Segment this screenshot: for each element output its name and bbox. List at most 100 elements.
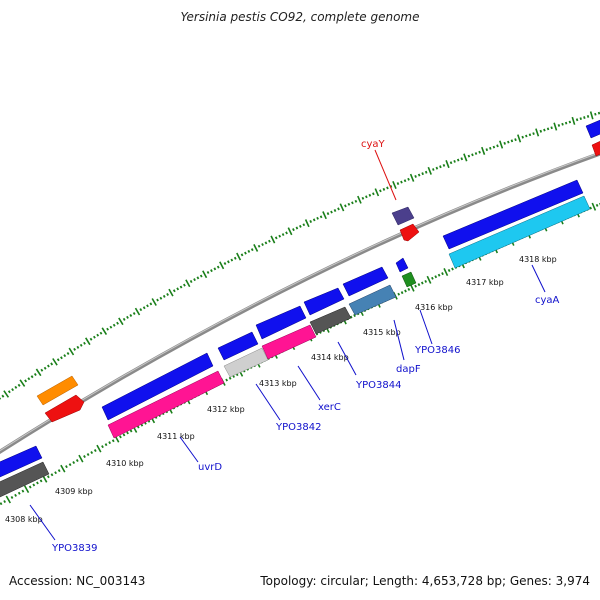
major-tick [168, 288, 174, 297]
minor-tick [278, 234, 282, 238]
gene-label-cyaY: cyaY [361, 139, 386, 150]
minor-tick [424, 280, 428, 283]
minor-tick [126, 431, 129, 435]
minor-tick [43, 366, 47, 370]
major-tick [443, 268, 449, 277]
minor-tick [142, 306, 146, 310]
minor-tick [109, 325, 113, 329]
minor-tick [564, 121, 568, 125]
minor-tick [96, 333, 100, 337]
minor-tick [68, 463, 72, 467]
minor-tick [206, 270, 210, 274]
major-tick [5, 495, 11, 504]
minor-tick [83, 341, 86, 345]
minor-tick [30, 375, 34, 379]
cyaY-gene [391, 206, 415, 226]
minor-tick [333, 209, 337, 212]
minor-tick [47, 364, 50, 368]
minor-tick [116, 321, 119, 325]
major-tick [287, 227, 293, 236]
minor-tick [447, 268, 451, 273]
minor-tick [183, 283, 186, 287]
major-tick [134, 307, 141, 316]
minor-tick [223, 262, 227, 266]
minor-tick [1, 394, 5, 398]
major-tick [445, 160, 450, 169]
minor-tick [28, 485, 32, 489]
minor-tick [122, 317, 126, 321]
gene-YPO3842-lightgray [223, 347, 269, 378]
minor-tick [460, 157, 464, 161]
scale-label: 4316 kbp [415, 303, 453, 312]
gene-leader-lines [29, 149, 546, 541]
red-gene-left [44, 394, 85, 423]
minor-tick [372, 192, 375, 196]
major-tick [463, 153, 468, 162]
minor-tick [24, 379, 28, 383]
minor-tick [274, 236, 278, 240]
gene-label-YPO3842: YPO3842 [275, 422, 321, 433]
gene-label-xerC: xerC [318, 402, 341, 413]
minor-tick [449, 161, 453, 165]
minor-tick [309, 220, 313, 223]
minor-tick [471, 153, 474, 157]
minor-tick [111, 439, 115, 443]
minor-tick [247, 249, 251, 253]
major-tick [553, 122, 558, 131]
minor-tick [532, 132, 535, 135]
minor-tick [496, 144, 499, 148]
minor-tick [149, 302, 153, 306]
scale-label: 4315 kbp [363, 328, 401, 337]
gene-YPO3844-gray [309, 306, 352, 335]
gene-YPO3844-blue [303, 287, 345, 316]
minor-tick [586, 115, 590, 118]
minor-tick [407, 177, 410, 181]
minor-tick [101, 445, 104, 449]
scale-label: 4310 kbp [106, 459, 144, 468]
minor-tick [365, 195, 368, 199]
minor-tick [112, 323, 116, 327]
minor-tick [546, 127, 550, 131]
gene-dapF-blue [342, 266, 389, 297]
gene-YPO3839-gray [0, 461, 50, 498]
minor-tick [166, 292, 169, 296]
scale-label: 4318 kbp [519, 255, 557, 264]
minor-tick [437, 273, 441, 277]
minor-tick [230, 258, 234, 262]
major-tick [427, 166, 432, 175]
lower-track-genes-row1 [0, 179, 584, 478]
major-tick [101, 327, 108, 336]
gene-label-YPO3846: YPO3846 [414, 345, 460, 356]
minor-tick [474, 152, 478, 155]
minor-tick [456, 158, 460, 162]
minor-tick [146, 304, 149, 308]
minor-tick [93, 335, 96, 339]
major-tick [23, 485, 30, 493]
scale-labels: 4308 kbp 4309 kbp 4310 kbp 4311 kbp 4312… [5, 255, 557, 524]
minor-tick [10, 495, 14, 499]
minor-tick [106, 327, 109, 331]
minor-tick [264, 241, 268, 245]
minor-tick [172, 289, 176, 293]
minor-tick [129, 313, 133, 317]
gene-cyaA-cyan [448, 195, 591, 269]
minor-tick [189, 279, 193, 284]
minor-tick [379, 189, 382, 193]
minor-tick [36, 481, 39, 485]
genome-backbone [0, 151, 600, 455]
minor-tick [351, 201, 354, 205]
minor-tick [39, 479, 43, 483]
minor-tick [583, 116, 586, 119]
minor-tick [240, 253, 244, 257]
minor-tick [281, 233, 285, 236]
minor-tick [403, 179, 407, 183]
minor-tick [489, 146, 492, 150]
minor-tick [349, 315, 353, 319]
minor-tick [33, 373, 37, 376]
gene-label-cyaA: cyaA [535, 295, 560, 306]
minor-tick [396, 182, 400, 186]
gene-YPO3839-blue [0, 445, 43, 478]
minor-tick [478, 150, 481, 154]
minor-tick [122, 433, 126, 437]
minor-tick [54, 471, 57, 475]
